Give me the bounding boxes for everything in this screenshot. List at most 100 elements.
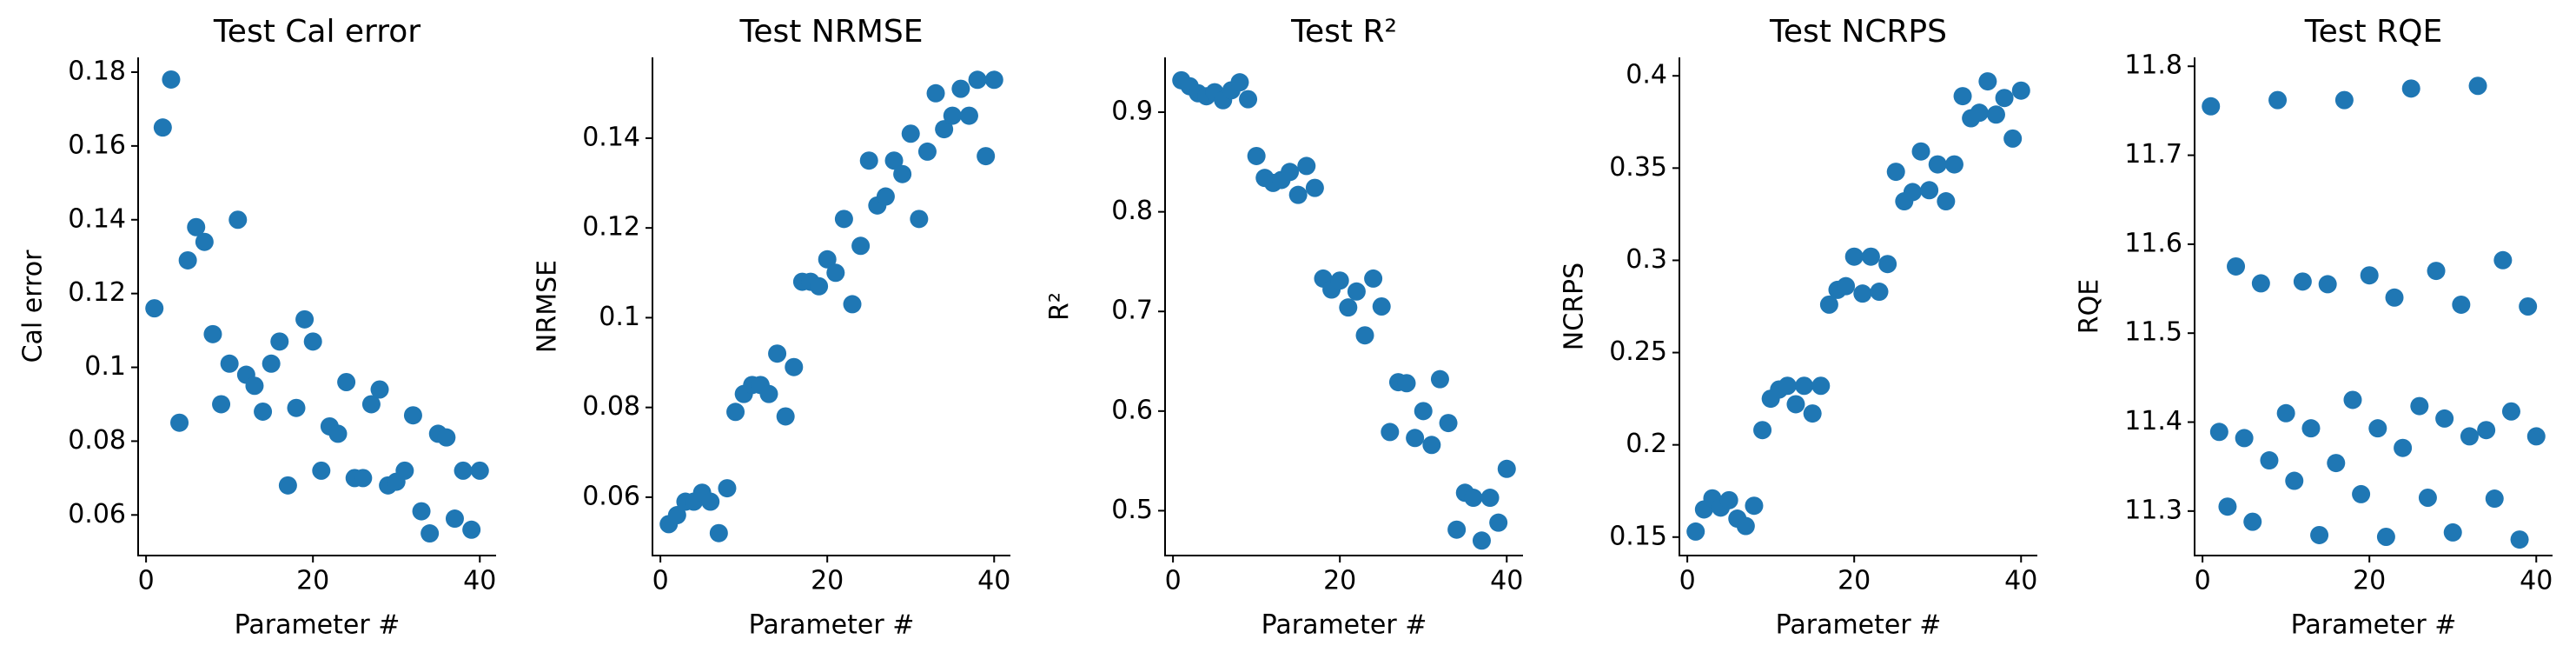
point — [2003, 129, 2023, 148]
y-tick-label: 0.1 — [84, 351, 126, 382]
y-tick-label: 0.25 — [1609, 336, 1667, 367]
point — [859, 151, 878, 170]
point — [2385, 288, 2404, 307]
point — [1247, 146, 1266, 165]
point — [421, 524, 440, 543]
point — [2276, 403, 2295, 423]
point — [203, 324, 222, 343]
point — [785, 357, 804, 376]
y-tick-label: 11.7 — [2124, 139, 2182, 170]
point — [951, 79, 970, 98]
y-axis-label: Cal error — [18, 250, 49, 363]
point — [395, 461, 414, 480]
point — [370, 380, 389, 399]
x-tick-label: 40 — [977, 566, 1010, 596]
y-axis-label: RQE — [2075, 279, 2105, 334]
point — [1753, 421, 1772, 440]
y-tick-label: 0.12 — [68, 277, 126, 308]
point — [1355, 326, 1374, 345]
point — [1288, 185, 1308, 204]
x-axis-label: Parameter # — [235, 610, 401, 641]
panel: Test RQE Parameter # RQE 11.3 11.4 11.5 11.6 11… — [2075, 14, 2553, 641]
point — [1472, 531, 1491, 550]
point — [145, 299, 164, 318]
point — [254, 402, 273, 421]
point — [445, 509, 464, 529]
point — [1944, 155, 1963, 174]
point — [312, 461, 331, 480]
point — [2227, 256, 2246, 276]
point — [2376, 528, 2395, 547]
point — [926, 83, 945, 103]
point — [2235, 429, 2254, 448]
point — [1986, 105, 2005, 124]
point — [917, 142, 937, 161]
y-tick-label: 0.7 — [1111, 296, 1153, 326]
panel: Test NRMSE Parameter # NRMSE 0.06 0.08 0.1 0.1… — [533, 14, 1011, 641]
point — [818, 250, 837, 269]
point — [2427, 262, 2446, 281]
point — [876, 187, 895, 206]
point — [2209, 423, 2228, 442]
point — [295, 310, 315, 329]
point — [470, 461, 489, 480]
y-tick-label: 0.1 — [599, 302, 640, 332]
point — [1339, 298, 1358, 317]
point — [726, 403, 745, 422]
point — [810, 276, 829, 296]
point — [1837, 276, 1856, 296]
y-tick-label: 11.3 — [2124, 495, 2182, 525]
panel: Test R² Parameter # R² 0.5 0.6 0.7 0.8 0.9 0 20 40 — [1045, 14, 1524, 641]
y-tick-label: 0.3 — [1626, 244, 1667, 275]
x-tick-label: 20 — [811, 566, 844, 596]
x-axis-label: Parameter # — [1262, 610, 1427, 641]
point — [1920, 181, 1939, 200]
point — [1995, 89, 2014, 108]
x-tick-label: 40 — [1490, 566, 1523, 596]
point — [1439, 414, 1458, 433]
point — [1239, 90, 1258, 109]
y-tick-label: 0.14 — [582, 122, 640, 152]
point — [1480, 489, 1500, 508]
point — [2510, 530, 2529, 549]
panel: Test Cal error Parameter # Cal error 0.06 0.… — [18, 14, 497, 641]
point — [262, 354, 281, 373]
point — [2301, 419, 2321, 438]
point — [2260, 451, 2279, 470]
point — [354, 469, 373, 488]
point — [935, 120, 954, 139]
point — [1414, 402, 1433, 421]
point — [2477, 421, 2496, 440]
point — [2218, 497, 2237, 516]
point — [943, 106, 962, 125]
point — [1372, 297, 1391, 316]
point — [759, 384, 778, 403]
y-tick-label: 0.15 — [1609, 521, 1667, 551]
point — [361, 395, 381, 414]
point — [1397, 374, 1416, 393]
point — [884, 151, 904, 170]
x-axis-label: Parameter # — [2291, 610, 2457, 641]
x-tick-label: 0 — [2195, 566, 2211, 596]
point — [1903, 183, 1922, 202]
point — [984, 70, 1003, 90]
point — [2435, 409, 2454, 428]
point — [893, 164, 912, 183]
point — [437, 428, 456, 447]
point — [776, 407, 795, 426]
point — [220, 354, 239, 373]
panel: Test NCRPS Parameter # NCRPS 0.15 0.2 0.25 0.3… — [1560, 14, 2038, 641]
point — [1422, 436, 1441, 455]
x-tick-label: 0 — [1679, 566, 1696, 596]
point — [462, 520, 481, 539]
point — [2452, 295, 2471, 314]
y-tick-label: 11.5 — [2124, 317, 2182, 348]
x-tick-label: 0 — [1165, 566, 1182, 596]
y-tick-label: 0.6 — [1111, 395, 1153, 425]
point — [1911, 142, 1930, 161]
point — [228, 210, 248, 230]
point — [1736, 516, 1755, 536]
point — [2352, 484, 2371, 503]
panel-title: Test RQE — [2304, 14, 2442, 50]
point — [1778, 376, 1797, 396]
